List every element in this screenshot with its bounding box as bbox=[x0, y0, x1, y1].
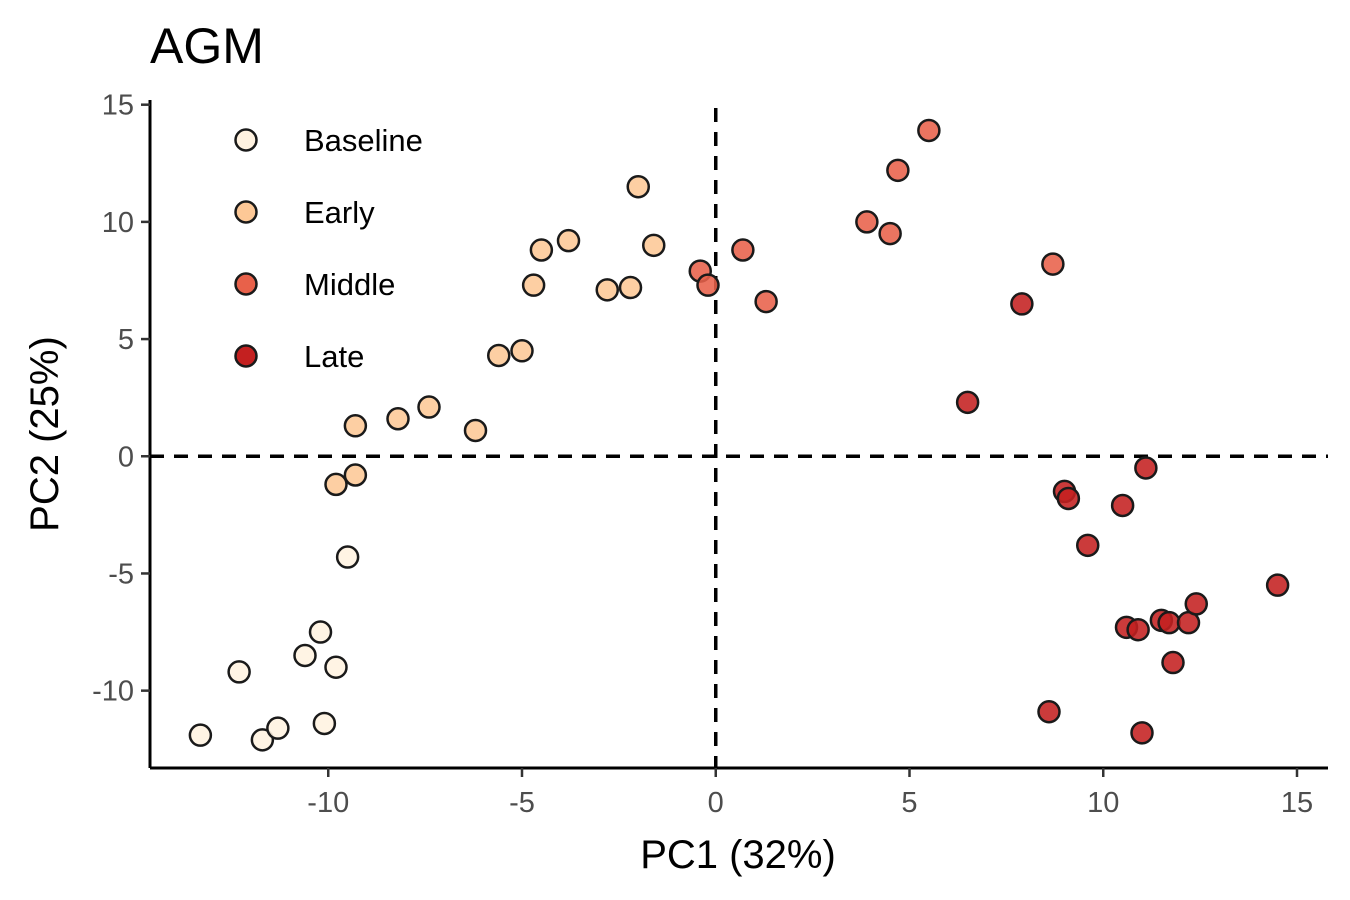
point-middle bbox=[731, 238, 755, 262]
legend: Baseline Early Middle Late bbox=[234, 123, 423, 374]
y-tick-label: 0 bbox=[118, 441, 134, 473]
point-baseline bbox=[266, 716, 290, 740]
x-tick-label: -10 bbox=[307, 787, 349, 819]
legend-key-late bbox=[234, 344, 258, 368]
point-late bbox=[1110, 493, 1135, 518]
point-baseline bbox=[308, 620, 333, 644]
x-tick-label: 15 bbox=[1281, 787, 1313, 819]
point-early bbox=[626, 174, 650, 199]
point-baseline bbox=[312, 711, 337, 736]
point-baseline bbox=[188, 723, 213, 747]
legend-label-early: Early bbox=[304, 195, 375, 230]
data-points bbox=[188, 118, 1290, 752]
point-early bbox=[487, 343, 511, 368]
point-early bbox=[343, 463, 368, 487]
point-early bbox=[324, 472, 348, 497]
point-late bbox=[1184, 592, 1208, 616]
x-tick-label: -5 bbox=[509, 787, 535, 819]
y-axis-title: PC2 (25%) bbox=[23, 336, 67, 532]
point-early bbox=[595, 278, 619, 302]
point-baseline bbox=[335, 545, 360, 569]
point-baseline bbox=[293, 643, 317, 668]
point-late bbox=[1161, 650, 1185, 675]
x-tick-label: 0 bbox=[708, 787, 724, 819]
point-late bbox=[955, 390, 980, 415]
chart-title: AGM bbox=[150, 18, 264, 74]
legend-label-late: Late bbox=[304, 339, 364, 374]
point-late bbox=[1126, 617, 1150, 642]
point-middle bbox=[696, 273, 720, 297]
x-axis-title: PC1 (32%) bbox=[640, 833, 836, 877]
point-early bbox=[417, 395, 441, 419]
y-tick-label: -10 bbox=[92, 676, 134, 708]
point-late bbox=[1010, 292, 1034, 316]
point-early bbox=[521, 273, 546, 297]
point-early bbox=[642, 233, 666, 258]
point-late bbox=[1056, 486, 1081, 511]
y-tick-label: 10 bbox=[102, 207, 134, 239]
point-late bbox=[1130, 721, 1154, 745]
point-early bbox=[343, 414, 368, 438]
point-middle bbox=[855, 210, 879, 234]
x-tick-label: 5 bbox=[901, 787, 917, 819]
point-baseline bbox=[227, 660, 251, 684]
point-middle bbox=[886, 158, 910, 183]
reference-lines bbox=[150, 108, 1328, 768]
y-tick-label: -5 bbox=[108, 558, 134, 590]
y-axis-ticks: -10 -5 0 5 10 15 bbox=[92, 90, 150, 708]
point-late bbox=[1157, 610, 1181, 635]
legend-key-baseline bbox=[234, 128, 258, 152]
y-tick-label: 5 bbox=[118, 324, 134, 356]
point-middle bbox=[1041, 252, 1065, 276]
y-tick-label: 15 bbox=[102, 90, 134, 122]
point-late bbox=[1265, 573, 1290, 597]
legend-label-baseline: Baseline bbox=[304, 123, 423, 158]
x-tick-label: 10 bbox=[1087, 787, 1119, 819]
point-baseline bbox=[250, 728, 275, 752]
point-late bbox=[1037, 699, 1061, 724]
point-early bbox=[386, 407, 410, 431]
legend-label-middle: Middle bbox=[304, 267, 395, 302]
point-early bbox=[463, 418, 488, 443]
point-early bbox=[529, 238, 554, 262]
point-middle bbox=[878, 221, 902, 246]
point-late bbox=[1134, 456, 1158, 480]
legend-key-early bbox=[234, 200, 258, 224]
point-early bbox=[618, 275, 643, 300]
point-middle bbox=[754, 289, 778, 314]
x-axis-ticks: -10 -5 0 5 10 15 bbox=[307, 768, 1313, 819]
legend-key-middle bbox=[234, 272, 258, 296]
point-early bbox=[510, 339, 534, 363]
point-late bbox=[1076, 533, 1100, 558]
point-middle bbox=[917, 118, 941, 143]
point-baseline bbox=[324, 655, 348, 679]
point-early bbox=[556, 228, 581, 253]
